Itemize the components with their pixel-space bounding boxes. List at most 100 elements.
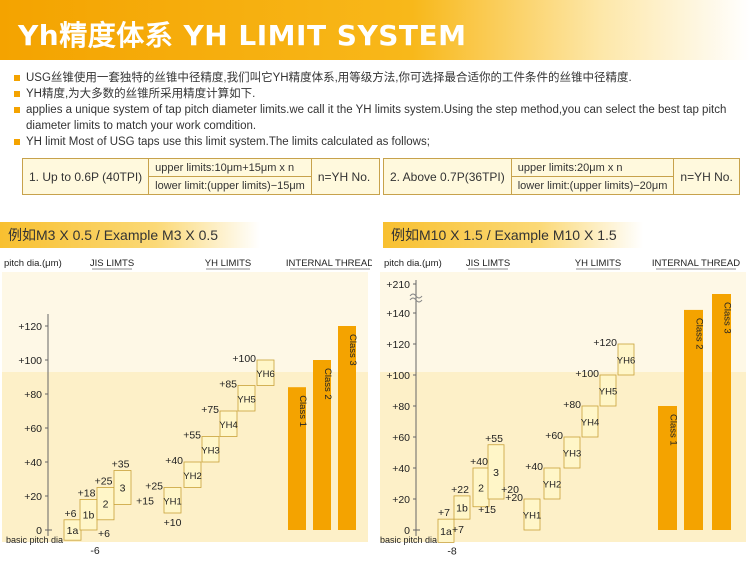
jis-box-label: 3 bbox=[120, 483, 126, 495]
y-tick-label: +40 bbox=[24, 457, 42, 469]
yh-box-label: YH2 bbox=[183, 471, 201, 482]
chart-m10: pitch dia.(μm) basic pitch dia JIS LIMTS YH… bbox=[380, 258, 746, 557]
yh-upper-label: +80 bbox=[563, 399, 581, 411]
title-bar: Yh精度体系 YH LIMIT SYSTEM bbox=[0, 0, 750, 60]
jis-box bbox=[437, 518, 455, 543]
yh-upper-label: +75 bbox=[201, 404, 219, 416]
internal-thread-bar bbox=[658, 406, 677, 530]
x-axis-label: basic pitch dia bbox=[380, 535, 437, 545]
y-tick-label: +80 bbox=[392, 401, 410, 413]
internal-thread-bar bbox=[288, 387, 306, 530]
jis-upper-label: +25 bbox=[95, 476, 113, 488]
group-label: INTERNAL THREAD bbox=[652, 258, 740, 269]
intro-bullets: USG丝锥使用一套独特的丝锥中径精度,我们叫它YH精度体系,用等级方法,你可选择… bbox=[14, 70, 734, 150]
yh-upper-label: +20 bbox=[505, 492, 523, 504]
y-tick-label: +100 bbox=[18, 355, 42, 367]
jis-lower-label: +6 bbox=[98, 528, 110, 540]
yh-box-label: YH6 bbox=[617, 356, 635, 367]
y-tick-label: 0 bbox=[404, 525, 410, 537]
y-tick-label: +40 bbox=[392, 463, 410, 475]
yh-upper-label: +40 bbox=[525, 461, 543, 473]
internal-thread-bar bbox=[313, 360, 331, 530]
y-axis-label: pitch dia.(μm) bbox=[4, 258, 62, 269]
yh-box-label: YH4 bbox=[219, 420, 237, 431]
group-label: YH LIMITS bbox=[205, 258, 251, 269]
jis-upper-label: +40 bbox=[470, 456, 488, 468]
axis-break-icon bbox=[409, 293, 423, 299]
internal-thread-label: Class 3 bbox=[722, 302, 733, 334]
jis-box bbox=[487, 444, 505, 500]
group-label: JIS LIMTS bbox=[90, 258, 134, 269]
jis-box-label: 1a bbox=[67, 525, 79, 537]
yh-lower-label: +10 bbox=[164, 517, 182, 529]
limit-table-1: 1. Up to 0.6P (40TPI) upper limits:10μm+… bbox=[21, 158, 380, 195]
y-axis-label: pitch dia.(μm) bbox=[384, 258, 442, 269]
y-tick-label: +20 bbox=[392, 494, 410, 506]
y-tick-label: +120 bbox=[18, 321, 42, 333]
yh-box-label: YH2 bbox=[543, 480, 561, 491]
internal-thread-bar bbox=[684, 309, 703, 530]
chart-2-title: 例如M10 X 1.5 / Example M10 X 1.5 bbox=[383, 222, 643, 248]
jis-lower-label: +15 bbox=[478, 504, 496, 516]
jis-upper-label: +18 bbox=[78, 487, 96, 499]
yh-box bbox=[543, 467, 561, 500]
yh-box bbox=[563, 436, 581, 469]
jis-lower-label: +15 bbox=[136, 496, 154, 508]
y-tick-label: +210 bbox=[386, 279, 410, 291]
yh-box bbox=[617, 343, 635, 376]
jis-box bbox=[113, 470, 132, 505]
internal-thread-label: Class 1 bbox=[668, 414, 679, 446]
y-tick-label: +120 bbox=[386, 339, 410, 351]
internal-thread-label: Class 2 bbox=[322, 368, 333, 400]
jis-lower-label: -6 bbox=[90, 545, 99, 557]
limit-upper: upper limits:20μm x n bbox=[510, 158, 675, 177]
yh-box bbox=[581, 405, 599, 438]
yh-upper-label: +100 bbox=[575, 368, 599, 380]
group-label: JIS LIMTS bbox=[466, 258, 510, 269]
internal-thread-bar bbox=[338, 326, 356, 530]
jis-upper-label: +6 bbox=[65, 508, 77, 520]
internal-thread-label: Class 3 bbox=[347, 334, 358, 366]
yh-box-label: YH5 bbox=[599, 387, 617, 398]
jis-box-label: 1b bbox=[456, 503, 468, 515]
jis-upper-label: +35 bbox=[112, 459, 130, 471]
intro-bullet: YH limit Most of USG taps use this limit… bbox=[14, 134, 734, 150]
jis-lower-label: +7 bbox=[452, 524, 464, 536]
jis-upper-label: +22 bbox=[451, 484, 469, 496]
intro-bullet: applies a unique system of tap pitch dia… bbox=[14, 102, 734, 134]
jis-lower-label: +20 bbox=[501, 484, 519, 496]
x-axis-label: basic pitch dia bbox=[6, 535, 63, 545]
limit-range: 2. Above 0.7P(36TPI) bbox=[383, 158, 512, 195]
chart-1-title: 例如M3 X 0.5 / Example M3 X 0.5 bbox=[0, 222, 260, 248]
intro-bullet: USG丝锥使用一套独特的丝锥中径精度,我们叫它YH精度体系,用等级方法,你可选择… bbox=[14, 70, 734, 86]
jis-box-label: 1b bbox=[83, 510, 95, 522]
jis-upper-label: +55 bbox=[485, 433, 503, 445]
y-tick-label: +140 bbox=[386, 308, 410, 320]
yh-box-label: YH3 bbox=[201, 445, 219, 456]
limit-result: n=YH No. bbox=[673, 158, 741, 195]
yh-box bbox=[219, 410, 238, 437]
yh-box bbox=[599, 374, 617, 407]
yh-box bbox=[201, 436, 220, 463]
yh-box bbox=[256, 359, 275, 386]
jis-box-label: 2 bbox=[478, 482, 484, 494]
yh-upper-label: +60 bbox=[545, 430, 563, 442]
y-tick-label: +60 bbox=[392, 432, 410, 444]
yh-box-label: YH6 bbox=[256, 369, 274, 380]
limit-upper: upper limits:10μm+15μm x n bbox=[148, 158, 312, 177]
y-tick-label: +80 bbox=[24, 389, 42, 401]
yh-box bbox=[163, 487, 182, 514]
yh-upper-label: +120 bbox=[593, 337, 617, 349]
yh-upper-label: +40 bbox=[165, 455, 183, 467]
chart-panel-highlight bbox=[2, 272, 368, 372]
chart-m3: pitch dia.(μm) basic pitch dia JIS LIMTS YH… bbox=[2, 258, 372, 557]
y-tick-label: 0 bbox=[36, 525, 42, 537]
yh-box-label: YH1 bbox=[523, 511, 541, 522]
yh-box-label: YH3 bbox=[563, 449, 581, 460]
limit-result: n=YH No. bbox=[310, 158, 380, 195]
yh-box-label: YH5 bbox=[237, 394, 255, 405]
axis-break-icon bbox=[409, 297, 423, 303]
page-title: Yh精度体系 YH LIMIT SYSTEM bbox=[18, 19, 467, 52]
jis-upper-label: +7 bbox=[438, 507, 450, 519]
yh-upper-label: +100 bbox=[232, 353, 256, 365]
